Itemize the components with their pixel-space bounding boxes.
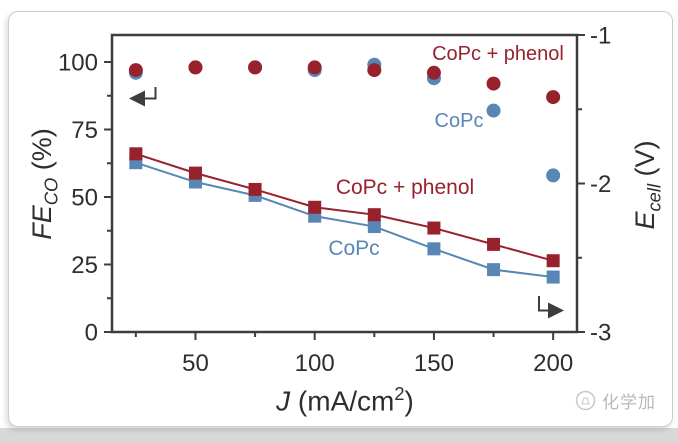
left-axis-arrow-icon xyxy=(129,87,157,107)
x-tick-label: 150 xyxy=(414,350,454,377)
watermark: 化学加 xyxy=(574,388,656,413)
x-axis-title: J (mA/cm2) xyxy=(195,384,495,417)
copc-phenol-ecell-point xyxy=(487,237,501,251)
copc-phenol-fe-point xyxy=(128,63,143,78)
series-label: CoPc xyxy=(328,237,379,260)
copc-phenol-fe-point xyxy=(426,65,441,80)
watermark-text: 化学加 xyxy=(602,393,656,412)
copc-ecell-point xyxy=(427,242,441,256)
left-axis-title-unit: (%) xyxy=(27,128,57,178)
copc-phenol-ecell-point xyxy=(367,208,381,222)
right-tick-label: -1 xyxy=(590,23,611,50)
copc-phenol-fe-point xyxy=(546,90,561,105)
chemjia-logo-icon xyxy=(575,390,596,411)
left-tick-label: 50 xyxy=(71,185,98,212)
x-axis-title-unit-close: ) xyxy=(404,385,414,417)
copc-fe-point xyxy=(546,168,561,183)
x-axis-title-superscript: 2 xyxy=(394,384,405,404)
copc-phenol-ecell-point xyxy=(248,182,262,196)
right-axis-title-subscript: cell xyxy=(643,183,665,212)
series-label: CoPc xyxy=(435,110,484,132)
copc-phenol-ecell-point xyxy=(188,166,202,180)
page-background-strip xyxy=(0,428,678,443)
left-axis-title: FECO (%) xyxy=(27,34,61,334)
series-label: CoPc + phenol xyxy=(336,176,474,199)
x-axis-title-symbol: J xyxy=(276,385,291,417)
copc-phenol-fe-point xyxy=(307,60,322,75)
copc-phenol-fe-point xyxy=(188,60,203,75)
x-axis-title-unit: (mA/cm xyxy=(290,385,395,417)
x-tick-label: 100 xyxy=(295,350,335,377)
left-tick-label: 0 xyxy=(85,320,98,347)
right-axis-title: Ecell (V) xyxy=(630,35,664,335)
left-axis-title-symbol: FE xyxy=(27,205,57,240)
right-axis-title-unit: (V) xyxy=(630,140,660,184)
x-tick-label: 200 xyxy=(533,350,573,377)
left-axis-title-subscript: CO xyxy=(40,177,62,206)
right-axis-title-symbol: E xyxy=(630,211,660,230)
right-axis-arrow-icon xyxy=(538,296,564,319)
copc-phenol-ecell-point xyxy=(427,221,441,235)
right-tick-label: -3 xyxy=(590,320,611,347)
copc-phenol-ecell-point xyxy=(546,254,560,268)
left-tick-label: 25 xyxy=(71,252,98,279)
figure-card xyxy=(8,11,673,427)
copc-phenol-fe-point xyxy=(486,76,501,91)
copc-phenol-ecell-line xyxy=(135,152,554,262)
copc-phenol-fe-point xyxy=(248,60,263,75)
x-tick-label: 50 xyxy=(182,350,209,377)
copc-phenol-ecell-point xyxy=(308,200,322,214)
copc-fe-point xyxy=(486,103,501,118)
copc-ecell-line xyxy=(135,161,554,279)
left-tick-label: 75 xyxy=(71,117,98,144)
copc-ecell-point xyxy=(546,270,560,284)
right-tick-label: -2 xyxy=(590,171,611,198)
copc-phenol-ecell-point xyxy=(129,147,143,161)
copc-ecell-point xyxy=(367,220,381,234)
copc-phenol-fe-point xyxy=(367,63,382,78)
series-label: CoPc + phenol xyxy=(432,43,564,65)
left-tick-label: 100 xyxy=(58,50,98,77)
copc-ecell-point xyxy=(487,263,501,277)
